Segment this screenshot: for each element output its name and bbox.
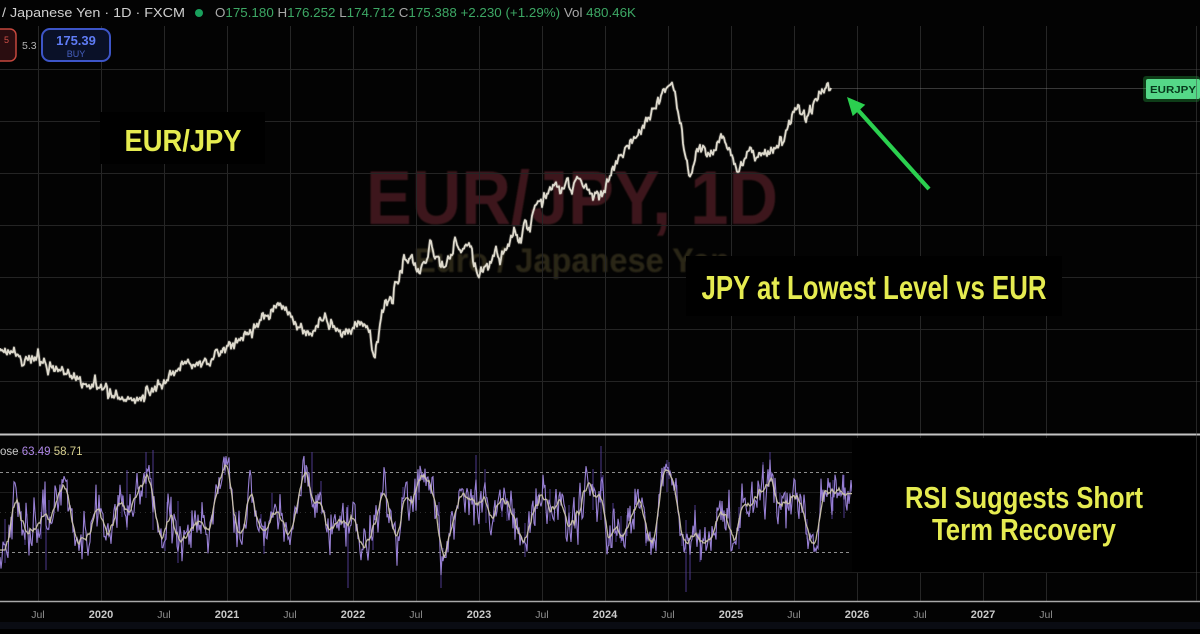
svg-text:2020: 2020	[89, 609, 113, 621]
svg-text:/ Japanese Yen · 1D · FXCM: / Japanese Yen · 1D · FXCM	[2, 6, 185, 20]
svg-text:Jul: Jul	[1039, 609, 1052, 621]
svg-text:2024: 2024	[593, 609, 618, 621]
svg-text:2023: 2023	[467, 609, 491, 621]
svg-text:2022: 2022	[341, 609, 365, 621]
svg-text:175.39: 175.39	[56, 33, 96, 48]
svg-text:5: 5	[4, 35, 9, 45]
svg-text:2025: 2025	[719, 609, 743, 621]
svg-text:Jul: Jul	[157, 609, 170, 621]
svg-text:2021: 2021	[215, 609, 239, 621]
svg-text:Jul: Jul	[31, 609, 44, 621]
svg-text:5.3: 5.3	[22, 40, 37, 52]
svg-text:EUR/JPY, 1D: EUR/JPY, 1D	[366, 156, 778, 241]
svg-text:Term Recovery: Term Recovery	[932, 512, 1117, 547]
svg-text:Jul: Jul	[409, 609, 422, 621]
svg-text:2026: 2026	[845, 609, 869, 621]
svg-text:Jul: Jul	[535, 609, 548, 621]
svg-text:Euro / Japanese Yen: Euro / Japanese Yen	[414, 242, 730, 280]
svg-text:Jul: Jul	[661, 609, 674, 621]
svg-text:EUR/JPY: EUR/JPY	[125, 123, 242, 158]
svg-text:Jul: Jul	[913, 609, 926, 621]
svg-text:O175.180 H176.252 L174.712 C17: O175.180 H176.252 L174.712 C175.388 +2.2…	[215, 6, 637, 20]
svg-text:JPY at Lowest Level vs EUR: JPY at Lowest Level vs EUR	[702, 269, 1047, 306]
svg-text:RSI Suggests Short: RSI Suggests Short	[905, 480, 1143, 515]
svg-text:BUY: BUY	[67, 49, 86, 59]
svg-text:EURJPY: EURJPY	[1150, 85, 1196, 96]
svg-text:Jul: Jul	[283, 609, 296, 621]
svg-text:Jul: Jul	[787, 609, 800, 621]
svg-text:ose 63.49 58.71: ose 63.49 58.71	[0, 446, 83, 458]
svg-text:2027: 2027	[971, 609, 995, 621]
